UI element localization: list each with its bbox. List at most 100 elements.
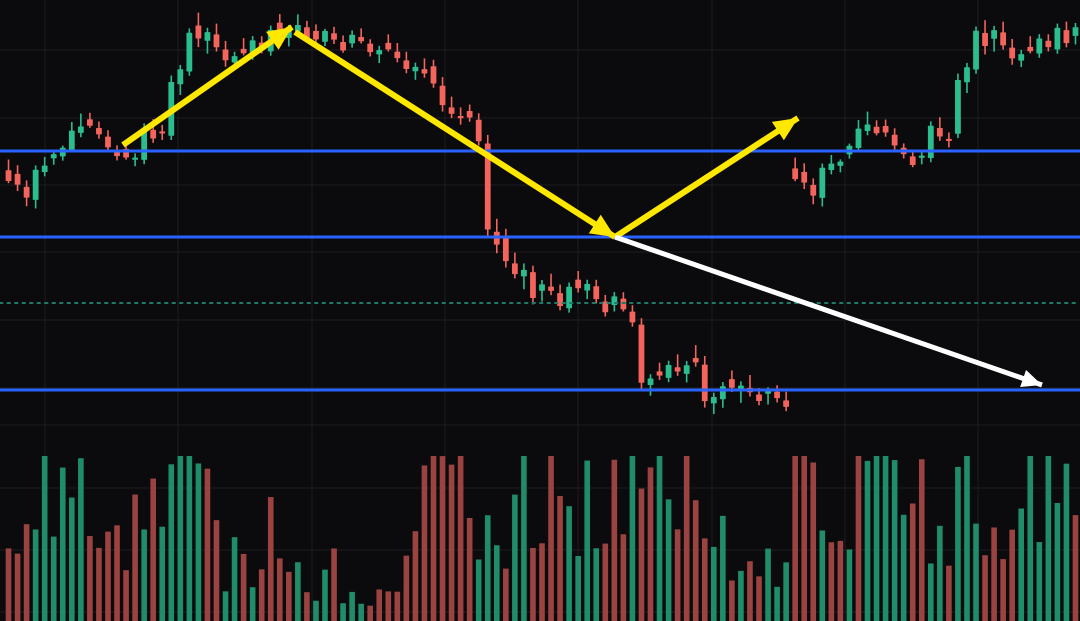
volume-bar [204,468,211,621]
volume-bar [493,545,500,621]
volume-bar [792,456,798,621]
volume-bar [1018,508,1025,621]
candle-body [575,279,582,289]
downtrend-arrow-shaft [293,29,617,240]
candle-body [891,134,898,146]
volume-bar [1072,515,1079,621]
uptrend-arrow[interactable] [121,24,294,148]
candle-body [385,42,392,50]
price-panel[interactable] [0,0,1080,440]
candle-body [602,301,609,313]
volume-bar [439,456,446,621]
volume-bar [512,494,518,621]
candle-body [96,127,102,135]
candle-body [620,298,627,310]
candle-body [955,80,961,134]
projected-rebound-arrow[interactable] [613,115,800,240]
candle-body [457,116,464,119]
volume-bar [982,555,988,621]
volume-bar [1054,503,1061,621]
candle-body [837,161,844,166]
volume-bar [114,525,120,621]
candle-body [521,269,527,277]
volume-bar [59,467,66,621]
continued-downtrend-arrow-shaft [614,234,1043,388]
candle-body [855,128,862,149]
volume-bar [23,524,30,621]
candle-body [774,391,780,399]
volume-bar [575,555,581,621]
candle-body [710,396,717,404]
candle-body [240,48,247,54]
volume-chart-canvas[interactable] [0,440,1080,621]
volume-bar [864,460,871,621]
volume-bar [530,547,536,621]
candle-body [195,25,202,39]
candle-body [231,56,238,63]
candle-body [593,286,600,300]
volume-bar [629,456,636,621]
volume-bar [783,562,789,621]
volume-bar [41,456,48,621]
candle-body [5,170,12,182]
volume-bar [159,526,166,621]
volume-bar [638,488,645,621]
candle-body [982,33,988,46]
candle-body [756,394,762,401]
volume-bar [1063,463,1070,621]
candle-body [801,171,808,183]
volume-bar [973,523,979,621]
volume-bar [195,463,202,621]
volume-bar [349,591,355,621]
volume-bar [683,456,690,621]
price-chart-canvas[interactable] [0,0,1080,440]
volume-bar [882,456,889,621]
candle-body [828,163,835,171]
candle-body [132,157,139,160]
volume-bar [295,562,301,621]
candle-body [376,50,383,55]
volume-bar [584,460,591,621]
candle-body [584,284,591,291]
volume-bar [358,603,364,621]
candle-body [367,43,374,53]
volume-bar [665,499,672,621]
volume-bar [1036,542,1043,621]
candle-body [792,168,799,180]
candle-body [475,119,482,142]
volume-bar [448,464,455,621]
volume-bar [222,591,229,621]
volume-bar [620,534,627,621]
candle-body [719,386,726,400]
candle-body [14,173,21,185]
continued-downtrend-arrow-head [1020,369,1042,387]
volume-bar [267,497,274,621]
volume-bar [96,547,102,621]
volume-bar [964,456,970,621]
candle-body [873,126,880,134]
continued-downtrend-arrow[interactable] [614,234,1043,388]
candle-body [629,311,636,323]
volume-bar [828,542,835,621]
volume-panel[interactable] [0,440,1080,621]
volume-bar [32,529,39,621]
volume-bar [403,555,410,621]
candle-body [918,155,925,158]
candle-body [665,364,672,378]
candle-body [656,371,663,376]
downtrend-arrow[interactable] [293,29,617,240]
candle-body [159,131,166,134]
volume-bar [810,462,817,621]
candle-body [927,125,934,158]
volume-bar [367,605,374,621]
candle-body [466,111,473,118]
volume-bar [566,506,572,621]
volume-bar [756,576,762,621]
candle-body [936,127,943,137]
volume-bar [647,467,654,621]
volume-bar [258,569,265,621]
volume-bar [539,543,545,621]
candle-body [322,30,328,42]
price-background [0,0,1080,440]
